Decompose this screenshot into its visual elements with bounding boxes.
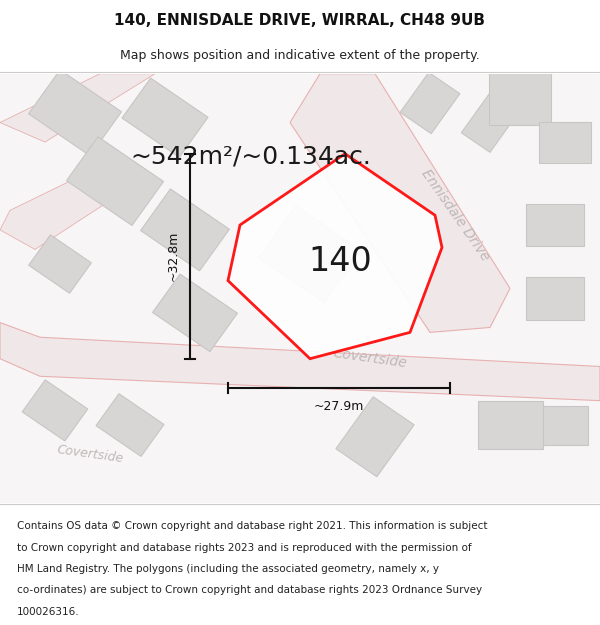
Polygon shape: [152, 274, 238, 352]
Polygon shape: [0, 322, 600, 401]
Polygon shape: [461, 92, 518, 152]
Text: 140, ENNISDALE DRIVE, WIRRAL, CH48 9UB: 140, ENNISDALE DRIVE, WIRRAL, CH48 9UB: [115, 13, 485, 28]
Polygon shape: [22, 380, 88, 441]
Text: co-ordinates) are subject to Crown copyright and database rights 2023 Ordnance S: co-ordinates) are subject to Crown copyr…: [17, 586, 482, 596]
Polygon shape: [96, 394, 164, 456]
Polygon shape: [0, 171, 110, 249]
Polygon shape: [29, 235, 91, 293]
Text: Ennisdale Drive: Ennisdale Drive: [418, 167, 492, 264]
Text: Covertside: Covertside: [332, 347, 408, 371]
Text: ~542m²/~0.134ac.: ~542m²/~0.134ac.: [130, 145, 371, 169]
Text: 100026316.: 100026316.: [17, 607, 79, 617]
Polygon shape: [259, 206, 361, 302]
Text: HM Land Registry. The polygons (including the associated geometry, namely x, y: HM Land Registry. The polygons (includin…: [17, 564, 439, 574]
Polygon shape: [228, 154, 442, 359]
Polygon shape: [526, 204, 584, 246]
Polygon shape: [140, 189, 229, 271]
Polygon shape: [542, 406, 587, 444]
Polygon shape: [29, 70, 121, 156]
Polygon shape: [526, 277, 584, 319]
Text: to Crown copyright and database rights 2023 and is reproduced with the permissio: to Crown copyright and database rights 2…: [17, 542, 472, 552]
Text: ~27.9m: ~27.9m: [314, 399, 364, 412]
Polygon shape: [478, 401, 542, 449]
Text: Map shows position and indicative extent of the property.: Map shows position and indicative extent…: [120, 49, 480, 62]
Polygon shape: [336, 397, 414, 477]
Text: Contains OS data © Crown copyright and database right 2021. This information is : Contains OS data © Crown copyright and d…: [17, 521, 487, 531]
Text: Covertside: Covertside: [56, 443, 124, 466]
Polygon shape: [400, 72, 460, 134]
Polygon shape: [67, 137, 164, 226]
Text: 140: 140: [308, 244, 372, 278]
Polygon shape: [122, 78, 208, 158]
Polygon shape: [290, 74, 510, 332]
Polygon shape: [0, 74, 600, 503]
Polygon shape: [0, 74, 155, 142]
Polygon shape: [539, 122, 591, 162]
Text: ~32.8m: ~32.8m: [167, 231, 180, 281]
Polygon shape: [489, 71, 551, 125]
